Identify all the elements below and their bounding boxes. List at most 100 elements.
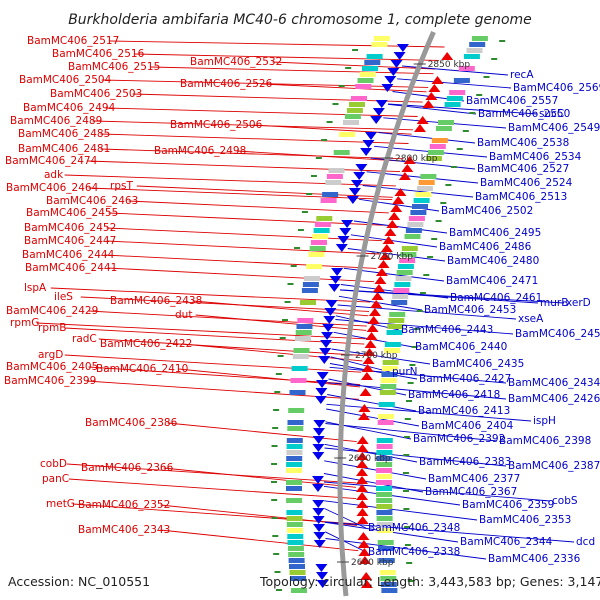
feature-block — [381, 588, 398, 593]
tick-mark — [403, 508, 410, 510]
gene-arrow — [312, 452, 325, 460]
gene-label-forward: BamMC406_2464 — [6, 182, 99, 194]
gene-label-forward: lspA — [24, 282, 47, 294]
gene-arrow — [360, 148, 373, 156]
tick-mark — [409, 364, 416, 366]
tick-mark — [427, 256, 434, 258]
feature-block — [376, 486, 392, 491]
feature-block — [463, 54, 480, 59]
feature-block — [304, 276, 320, 281]
gene-label-forward: BamMC406_2503 — [50, 88, 142, 100]
gene-arrow — [312, 516, 325, 524]
gene-label-reverse: BamMC406_2453 — [424, 304, 516, 316]
leader-line — [325, 538, 487, 560]
gene-arrow — [370, 300, 383, 308]
gene-label-reverse: BamMC406_2534 — [489, 151, 582, 163]
gene-label-forward: cobD — [40, 458, 67, 470]
feature-block — [291, 588, 307, 593]
feature-block — [351, 96, 367, 101]
feature-block — [466, 48, 483, 53]
feature-block — [294, 336, 311, 341]
gene-arrow — [346, 196, 359, 204]
gene-label-reverse: BamMC406_2353 — [479, 514, 571, 526]
feature-block — [296, 324, 313, 329]
gene-arrow — [312, 444, 325, 452]
feature-block — [425, 156, 442, 161]
feature-block — [287, 540, 304, 545]
gene-label-forward: BamMC406_2515 — [68, 61, 160, 73]
tick-mark — [301, 211, 308, 213]
gene-arrow — [370, 116, 383, 124]
gene-label-forward: BamMC406_2532 — [190, 56, 282, 68]
gene-label-reverse: BamMC406_2550 — [478, 108, 570, 120]
gene-label-reverse: BamMC406_2443 — [401, 324, 493, 336]
tick-mark — [403, 490, 409, 492]
gene-label-reverse: BamMC406_2440 — [415, 341, 507, 353]
leader-line — [88, 187, 393, 201]
gene-label-forward: ileS — [54, 291, 73, 303]
feature-block — [410, 210, 427, 215]
feature-block — [376, 456, 393, 461]
gene-arrow — [365, 332, 378, 340]
feature-block — [308, 252, 325, 257]
gene-arrow — [367, 316, 380, 324]
feature-block — [346, 108, 363, 113]
tick-mark — [476, 94, 483, 96]
feature-block — [287, 420, 304, 425]
feature-block — [302, 282, 319, 287]
leader-line — [107, 267, 375, 283]
gene-arrow — [355, 164, 368, 172]
tick-mark — [294, 247, 301, 249]
gene-label-forward: BamMC406_2386 — [85, 417, 178, 429]
tick-mark — [272, 535, 279, 537]
feature-block — [322, 192, 339, 197]
tick-mark — [406, 400, 412, 402]
tick-mark — [407, 382, 414, 384]
leader-line — [105, 107, 418, 117]
leader-line — [252, 124, 412, 135]
feature-block — [301, 288, 318, 293]
gene-arrow — [337, 236, 350, 244]
leader-line — [262, 83, 427, 93]
leader-line — [64, 354, 362, 373]
gene-label-reverse: BamMC406_2336 — [488, 553, 581, 565]
gene-arrow — [394, 188, 407, 196]
gene-arrow — [321, 332, 334, 340]
gene-arrow — [335, 244, 348, 252]
gene-arrow — [358, 548, 371, 556]
leader-line — [100, 133, 409, 144]
feature-block — [376, 504, 393, 509]
gene-label-reverse: BamMC406_2398 — [499, 435, 591, 447]
kbp-markers: 2850 kbp 2800 kbp 2750 kbp 2700 kbp 2650 kbp… — [334, 60, 470, 568]
feature-block — [378, 546, 394, 551]
feature-block — [376, 510, 393, 515]
feature-block — [286, 522, 303, 527]
feature-block — [309, 246, 326, 251]
feature-block — [373, 36, 390, 41]
tick-mark — [499, 40, 506, 42]
feature-block — [404, 234, 421, 239]
feature-block — [471, 36, 488, 41]
kbp-label: 2700 kbp — [355, 351, 398, 361]
gene-label-reverse: BamMC406_2451 — [515, 328, 600, 340]
feature-block — [453, 78, 470, 83]
gene-arrow — [363, 348, 376, 356]
feature-block — [295, 330, 312, 335]
gene-arrow — [428, 84, 441, 92]
feature-block — [446, 96, 463, 101]
feature-block — [380, 378, 397, 383]
feature-block — [290, 378, 307, 383]
gene-label-forward: BamMC406_2481 — [18, 143, 110, 155]
feature-block — [388, 318, 405, 323]
feature-block — [287, 534, 304, 539]
feature-block — [380, 582, 397, 587]
tick-mark — [419, 292, 426, 294]
leader-line — [160, 504, 357, 526]
gene-arrow — [398, 172, 411, 180]
gene-label-forward: BamMC406_2444 — [22, 249, 115, 261]
gene-arrow — [390, 60, 403, 68]
leader-line — [87, 160, 401, 173]
tick-mark — [403, 436, 410, 438]
gene-label-reverse: BamMC406_2359 — [462, 499, 554, 511]
leader-line — [136, 185, 393, 198]
